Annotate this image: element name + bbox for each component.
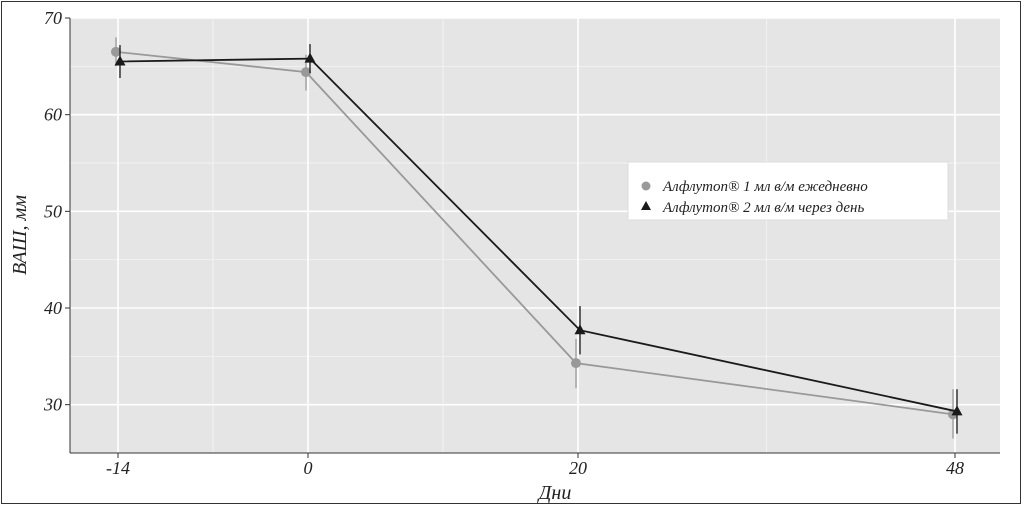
y-tick-label: 50	[44, 201, 62, 221]
legend-marker-triangle	[641, 201, 651, 210]
x-tick-label: -14	[106, 458, 130, 478]
legend: Алфлутоп® 1 мл в/м ежедневно Алфлутоп® 2…	[627, 161, 949, 221]
y-tick-label: 70	[44, 8, 62, 28]
x-tick-label: 0	[304, 458, 313, 478]
legend-label-series-2: Алфлутоп® 2 мл в/м через день	[662, 200, 865, 216]
x-axis: -14 0 20 48	[70, 452, 1000, 478]
series-line	[119, 57, 958, 413]
y-tick-label: 40	[44, 298, 62, 318]
data-point-triangle	[114, 55, 126, 66]
data-point-circle	[111, 46, 121, 57]
legend-marker-circle	[641, 181, 651, 191]
x-tick-label: 20	[569, 458, 587, 478]
legend-box	[627, 161, 949, 221]
x-axis-title: Дни	[537, 482, 572, 504]
data-point-circle	[301, 67, 311, 78]
grid-major	[70, 17, 1000, 453]
legend-label-series-1: Алфлутоп® 1 мл в/м ежедневно	[662, 179, 868, 195]
data-point-triangle	[951, 405, 963, 416]
series-line	[115, 50, 954, 416]
series-layer	[111, 37, 963, 439]
y-tick-label: 30	[43, 395, 62, 415]
y-tick-label: 60	[44, 105, 62, 125]
data-point-circle	[571, 358, 581, 369]
data-point-triangle	[304, 52, 316, 63]
x-tick-label: 48	[946, 458, 964, 478]
y-axis: 30 40 50 60 70	[43, 8, 71, 453]
data-point-triangle	[574, 324, 586, 335]
plot-background	[70, 18, 1000, 453]
y-axis-title: ВАШ, мм	[9, 195, 31, 275]
